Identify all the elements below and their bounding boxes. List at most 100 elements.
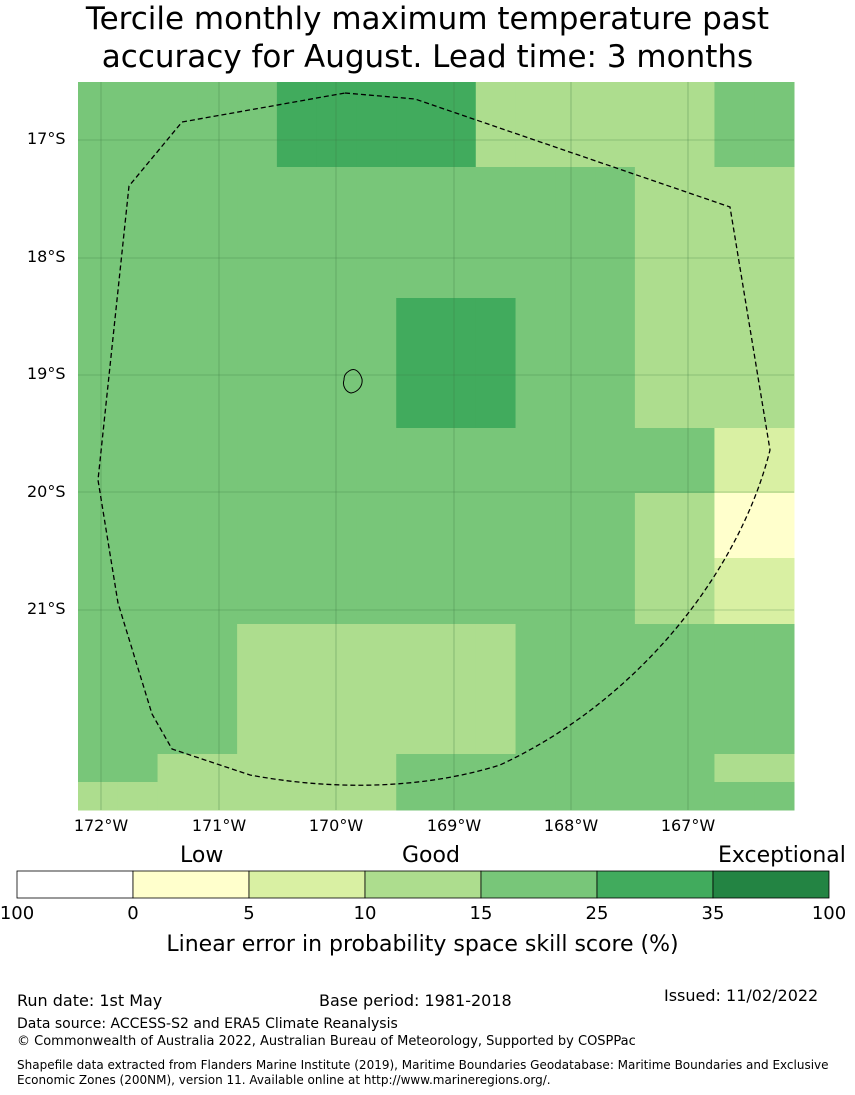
grid-cell xyxy=(754,754,795,783)
data-source: Data source: ACCESS-S2 and ERA5 Climate … xyxy=(17,1016,398,1032)
grid-cell xyxy=(634,558,676,625)
grid-cell xyxy=(436,493,477,559)
grid-cell xyxy=(436,624,477,690)
grid-cell xyxy=(634,167,676,234)
colorbar-swatch xyxy=(132,870,250,899)
grid-cell xyxy=(276,363,318,429)
grid-cell xyxy=(595,82,636,102)
lat-label-20s: 20°S xyxy=(27,482,66,501)
grid-cell xyxy=(356,624,397,690)
grid-cell xyxy=(78,82,119,102)
colorbar-swatch xyxy=(16,870,134,899)
grid-cell xyxy=(634,796,676,811)
grid-cell xyxy=(595,754,636,783)
grid-cell xyxy=(515,363,556,429)
graticule xyxy=(78,82,794,810)
colorbar-swatch xyxy=(596,870,714,899)
grid-cell xyxy=(197,782,238,797)
grid-cell xyxy=(356,363,397,429)
lon-label-171w: 171°W xyxy=(191,816,247,835)
grid-cell xyxy=(754,298,795,364)
grid-cell xyxy=(436,428,477,494)
grid-cell xyxy=(316,167,357,234)
colorbar-tick-5: 25 xyxy=(585,903,609,924)
grid-cell xyxy=(197,233,238,299)
grid-cell xyxy=(237,796,278,811)
grid-cell xyxy=(714,428,755,494)
lon-label-172w: 172°W xyxy=(73,816,129,835)
grid-cell xyxy=(157,167,198,234)
grid-cell xyxy=(197,754,238,783)
grid-cell xyxy=(714,82,755,102)
grid-cell xyxy=(237,624,278,690)
grid-cell xyxy=(396,233,437,299)
grid-cell xyxy=(117,298,159,364)
lon-label-168w: 168°W xyxy=(543,816,599,835)
grid-cell xyxy=(356,298,397,364)
grid-cell xyxy=(475,233,517,299)
grid-cell xyxy=(754,796,795,811)
grid-cell xyxy=(78,298,119,364)
grid-cell xyxy=(316,493,357,559)
copyright: © Commonwealth of Australia 2022, Austra… xyxy=(17,1034,636,1049)
category-low: Low xyxy=(180,843,224,868)
colorbar xyxy=(16,870,830,899)
grid-cell xyxy=(78,233,119,299)
grid-cell xyxy=(634,689,676,755)
grid-cell xyxy=(396,624,437,690)
grid-cell xyxy=(595,101,636,168)
title-line-2: accuracy for August. Lead time: 3 months xyxy=(101,39,754,75)
grid-cell xyxy=(674,558,715,625)
grid-cell xyxy=(316,754,357,783)
grid-cell xyxy=(475,558,517,625)
grid-cell xyxy=(197,428,238,494)
grid-cell xyxy=(157,754,198,783)
lon-label-167w: 167°W xyxy=(660,816,716,835)
grid-cell xyxy=(117,689,159,755)
title-line-1: Tercile monthly maximum temperature past xyxy=(85,1,770,37)
eez-boundary xyxy=(97,92,771,786)
grid-cell xyxy=(595,428,636,494)
grid-cell xyxy=(276,782,318,797)
grid-cell xyxy=(117,493,159,559)
grid-cell xyxy=(396,558,437,625)
grid-cell xyxy=(754,363,795,429)
grid-cell xyxy=(634,298,676,364)
lon-label-170w: 170°W xyxy=(308,816,364,835)
grid-cell xyxy=(157,428,198,494)
grid-cell xyxy=(157,101,198,168)
category-good: Good xyxy=(402,843,460,868)
grid-cell xyxy=(78,754,119,783)
grid-cell xyxy=(634,428,676,494)
grid-cell xyxy=(356,428,397,494)
grid-cell xyxy=(78,624,119,690)
grid-cell xyxy=(117,233,159,299)
colorbar-tick-0: 100 xyxy=(0,903,35,924)
grid-cell xyxy=(595,363,636,429)
grid-cell xyxy=(555,493,596,559)
grid-cell xyxy=(714,167,755,234)
grid-cell xyxy=(595,298,636,364)
grid-cell xyxy=(396,428,437,494)
map-title: Tercile monthly maximum temperature past… xyxy=(0,0,855,76)
grid-cell xyxy=(674,167,715,234)
grid-cell xyxy=(237,754,278,783)
lat-label-19s: 19°S xyxy=(27,364,66,383)
grid-cell xyxy=(237,782,278,797)
grid-cell xyxy=(475,782,517,797)
grid-cell xyxy=(78,167,119,234)
grid-cell xyxy=(634,782,676,797)
grid-cell xyxy=(754,233,795,299)
colorbar-tick-4: 15 xyxy=(469,903,493,924)
grid-cell xyxy=(436,782,477,797)
grid-cell xyxy=(276,167,318,234)
grid-cell xyxy=(515,428,556,494)
grid-cell xyxy=(237,558,278,625)
grid-cell xyxy=(356,493,397,559)
grid-cell xyxy=(78,101,119,168)
grid-cell xyxy=(197,167,238,234)
grid-cell xyxy=(237,167,278,234)
grid-cell xyxy=(555,754,596,783)
lon-label-169w: 169°W xyxy=(426,816,482,835)
grid-cell xyxy=(555,82,596,102)
